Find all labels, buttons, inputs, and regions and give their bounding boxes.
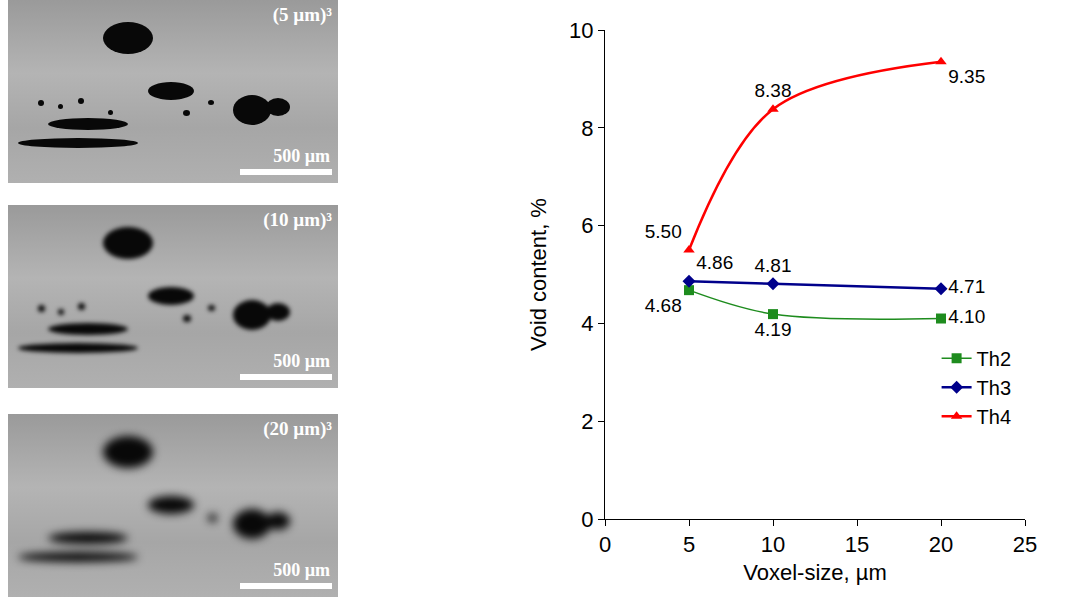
svg-text:15: 15: [845, 532, 869, 557]
svg-text:25: 25: [1013, 532, 1037, 557]
svg-text:10: 10: [569, 18, 593, 43]
html-text:(20 µm)³: (20 µm)³: [263, 418, 332, 439]
svg-text:20: 20: [929, 532, 953, 557]
svg-text:5: 5: [683, 532, 695, 557]
svg-text:Th3: Th3: [977, 377, 1011, 399]
svg-text:4: 4: [581, 311, 593, 336]
svg-text:0: 0: [581, 507, 593, 532]
svg-text:4.81: 4.81: [755, 255, 792, 276]
svg-text:4.68: 4.68: [645, 295, 682, 316]
svg-text:10: 10: [761, 532, 785, 557]
svg-text:8: 8: [581, 116, 593, 141]
svg-text:Void content, %: Void content, %: [526, 198, 551, 351]
html-text:(5 µm)³: (5 µm)³: [272, 4, 332, 25]
svg-text:4.10: 4.10: [948, 306, 985, 327]
svg-text:4.71: 4.71: [948, 276, 985, 297]
svg-text:0: 0: [599, 532, 611, 557]
html-text:500 µm: 500 µm: [273, 560, 330, 580]
svg-text:4.86: 4.86: [696, 252, 733, 273]
html-text:(10 µm)³: (10 µm)³: [263, 209, 332, 230]
svg-text:Th2: Th2: [977, 348, 1011, 370]
svg-text:8.38: 8.38: [755, 80, 792, 101]
html-text:500 µm: 500 µm: [273, 351, 330, 371]
svg-text:5.50: 5.50: [645, 221, 682, 242]
svg-text:9.35: 9.35: [948, 66, 985, 87]
svg-text:2: 2: [581, 409, 593, 434]
svg-text:4.19: 4.19: [755, 319, 792, 340]
svg-text:Th4: Th4: [977, 406, 1011, 428]
html-text:500 µm: 500 µm: [273, 146, 330, 166]
svg-text:6: 6: [581, 213, 593, 238]
svg-text:Voxel-size, µm: Voxel-size, µm: [743, 560, 887, 585]
